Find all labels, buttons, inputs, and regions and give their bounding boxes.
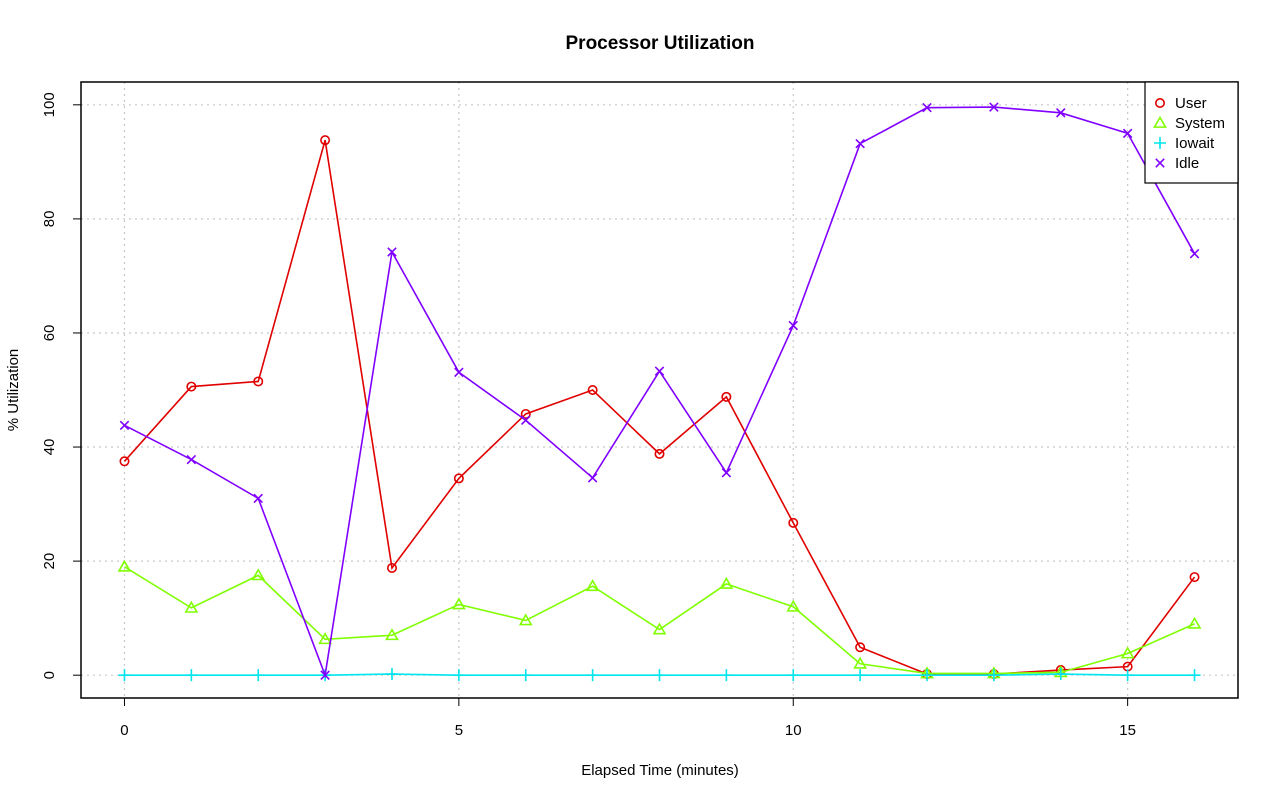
data-point — [1054, 668, 1067, 681]
data-point — [1120, 646, 1135, 659]
data-point — [252, 669, 265, 682]
data-point — [922, 102, 932, 113]
data-point — [119, 456, 130, 467]
data-point — [454, 367, 464, 378]
data-point — [520, 415, 531, 425]
data-point — [119, 420, 130, 431]
data-point — [253, 376, 264, 387]
series-line — [124, 106, 1196, 679]
data-point — [586, 669, 599, 682]
grid-lines — [81, 82, 1238, 698]
series-iowait — [118, 668, 1201, 682]
x-axis-label: Elapsed Time (minutes) — [581, 762, 739, 779]
legend-marker — [1154, 137, 1166, 149]
data-point — [386, 562, 397, 573]
data-point — [1187, 616, 1202, 629]
y-tick-label: 0 — [41, 671, 58, 679]
data-point — [921, 669, 934, 682]
data-point — [721, 391, 732, 402]
data-point — [721, 467, 732, 478]
data-point — [387, 247, 397, 257]
data-point — [185, 669, 198, 682]
data-point — [587, 384, 598, 395]
data-point — [787, 669, 800, 682]
data-point — [318, 632, 332, 645]
data-point — [719, 576, 734, 589]
data-point — [788, 517, 799, 528]
legend-entry: Iowait — [1175, 135, 1215, 152]
data-point — [184, 600, 199, 613]
data-point — [788, 320, 799, 331]
x-tick-label: 15 — [1119, 722, 1136, 739]
data-point — [652, 622, 667, 635]
y-axis: 0 20 40 60 80 100 — [41, 92, 81, 679]
data-point — [453, 473, 464, 484]
data-point — [251, 568, 266, 581]
data-point — [855, 642, 866, 653]
x-axis: 0 5 10 15 — [120, 697, 1136, 739]
data-point — [320, 670, 330, 680]
data-point — [518, 613, 533, 626]
y-axis-label: % Utilization — [5, 349, 22, 432]
data-point — [320, 135, 331, 146]
legend-entry: System — [1175, 115, 1225, 132]
data-point — [253, 493, 263, 504]
y-tick-label: 60 — [41, 325, 58, 342]
plot-border — [80, 81, 1239, 699]
data-point — [720, 669, 733, 682]
x-tick-label: 10 — [785, 722, 802, 739]
data-point — [385, 668, 398, 681]
data-point — [1188, 669, 1201, 682]
data-point — [118, 669, 131, 682]
data-point — [855, 138, 865, 149]
data-point — [1121, 669, 1134, 682]
data-point — [653, 669, 666, 682]
legend-marker — [1153, 115, 1167, 128]
legend-marker — [1155, 158, 1165, 168]
data-point — [854, 669, 867, 682]
data-point — [1189, 248, 1200, 259]
series-user — [119, 135, 1200, 680]
data-point — [117, 559, 132, 572]
series-layer — [117, 102, 1202, 682]
data-point — [654, 366, 665, 376]
legend: User System Iowait Idle — [1144, 81, 1239, 184]
data-point — [989, 102, 999, 112]
series-idle — [119, 102, 1200, 680]
data-point — [654, 448, 665, 459]
data-point — [452, 669, 465, 682]
y-tick-label: 80 — [41, 211, 58, 228]
y-tick-label: 100 — [41, 92, 58, 117]
series-line — [124, 566, 1195, 675]
series-line — [123, 139, 1196, 675]
data-point — [451, 597, 466, 610]
data-point — [853, 656, 868, 669]
data-point — [587, 473, 598, 483]
data-point — [520, 408, 531, 419]
data-point — [987, 669, 1000, 682]
y-tick-label: 40 — [41, 439, 58, 456]
legend-entry: Idle — [1175, 155, 1199, 172]
y-tick-label: 20 — [41, 553, 58, 570]
data-point — [1189, 572, 1200, 583]
data-point — [1056, 108, 1066, 118]
data-point — [585, 579, 600, 592]
data-point — [186, 454, 197, 465]
x-tick-label: 5 — [455, 722, 463, 739]
data-point — [1122, 128, 1133, 139]
data-point — [786, 599, 801, 612]
legend-marker — [1155, 98, 1166, 109]
legend-entry: User — [1175, 95, 1207, 112]
series-system — [117, 559, 1202, 679]
chart-title: Processor Utilization — [566, 33, 755, 54]
x-tick-label: 0 — [120, 722, 128, 739]
data-point — [385, 628, 399, 641]
data-point — [186, 381, 197, 392]
data-point — [519, 669, 532, 682]
